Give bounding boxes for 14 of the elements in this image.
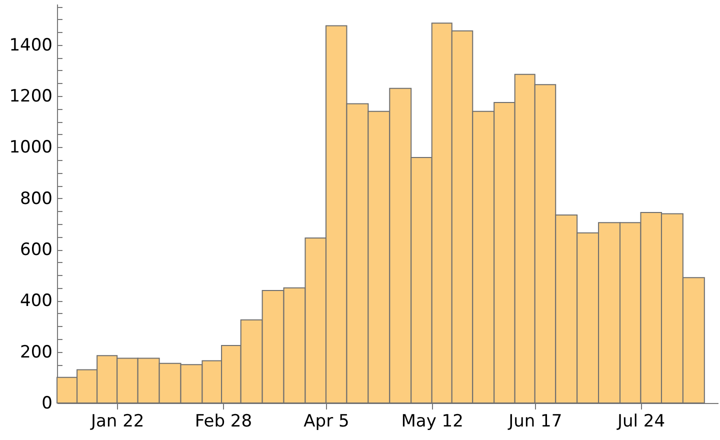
x-tick-label: Jan 22 xyxy=(90,412,144,432)
y-tick-label: 0 xyxy=(42,394,52,414)
y-tick-label: 1400 xyxy=(9,35,52,56)
x-tick-label: May 12 xyxy=(401,412,464,432)
y-tick-label: 1000 xyxy=(9,138,52,158)
y-tick-label: 800 xyxy=(20,188,52,209)
y-tick-label: 400 xyxy=(20,291,52,312)
x-tick-label: Jul 24 xyxy=(616,412,666,432)
y-tick-label: 600 xyxy=(20,240,52,260)
x-tick-label: Jun 17 xyxy=(508,412,562,432)
x-tick-label: Feb 28 xyxy=(194,412,252,432)
y-tick-label: 200 xyxy=(20,342,52,362)
x-tick-label: Apr 5 xyxy=(304,412,350,432)
y-tick-label: 1200 xyxy=(9,86,52,107)
